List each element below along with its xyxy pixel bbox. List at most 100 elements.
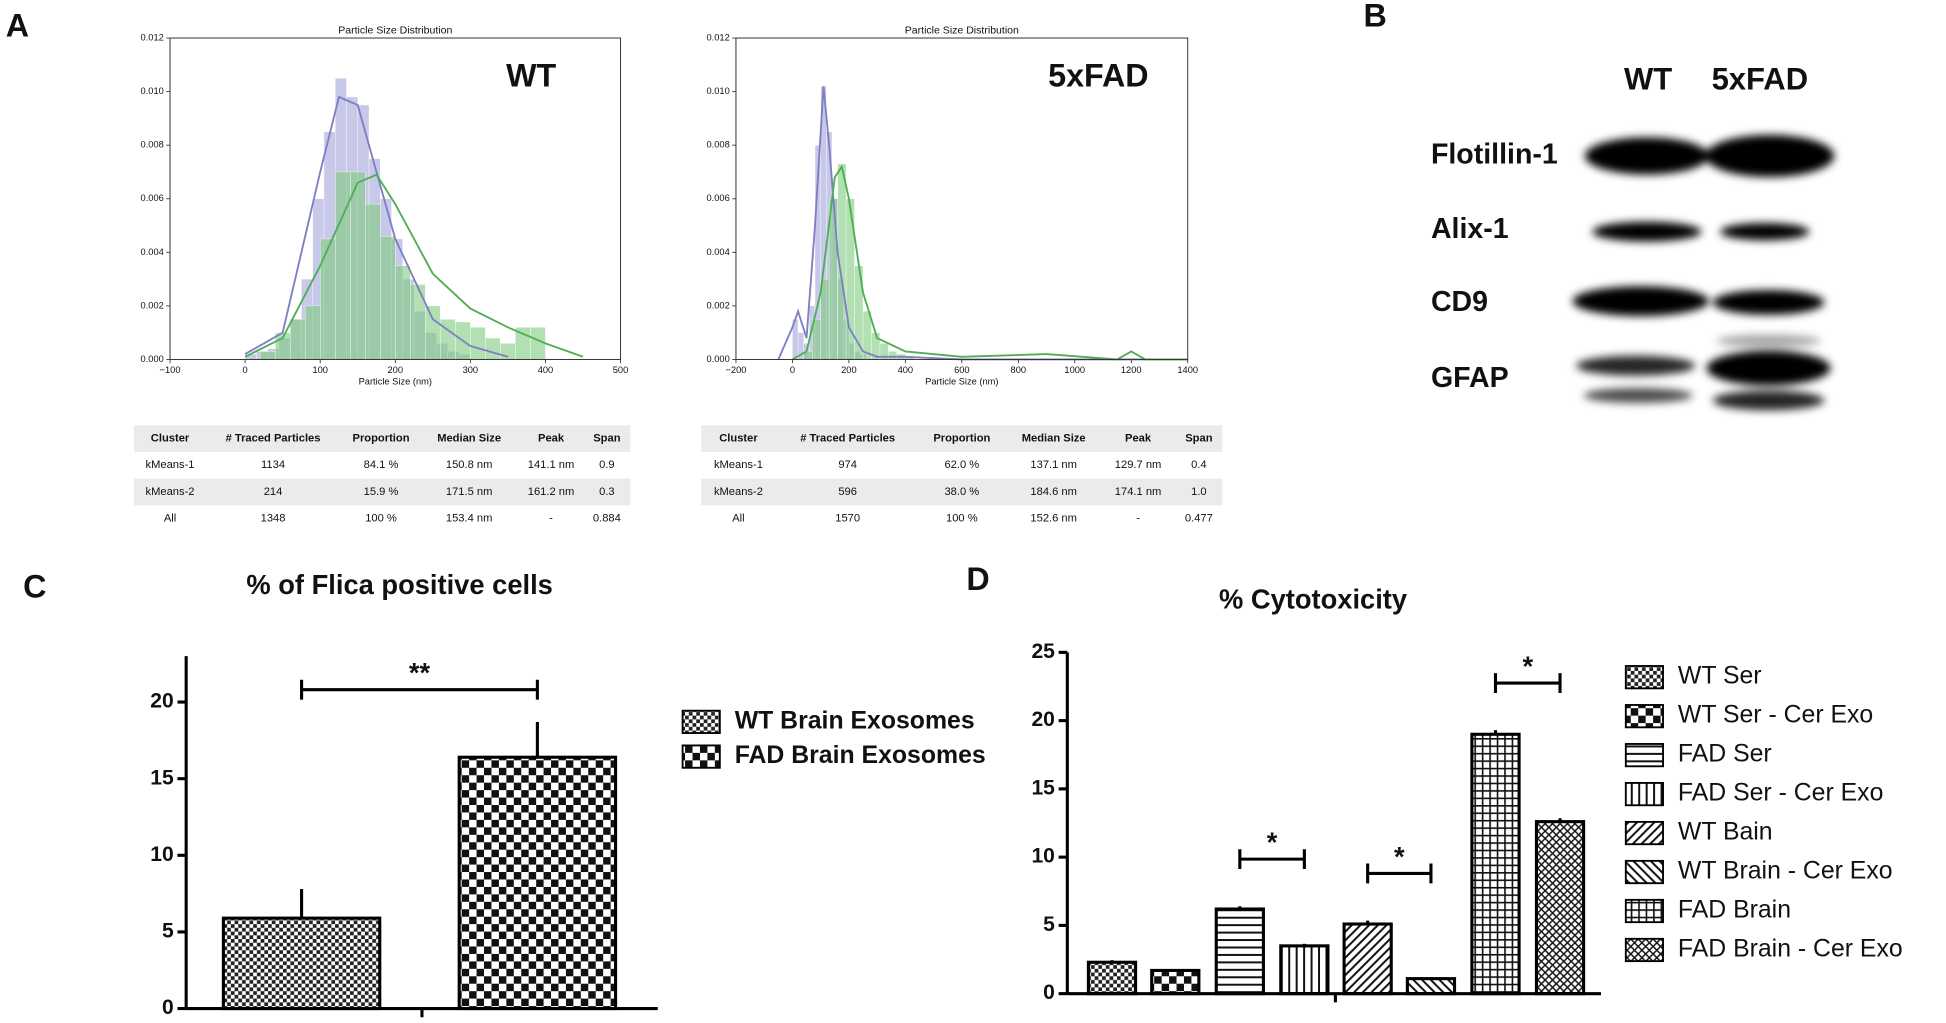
table-cell: 974 [838,459,857,471]
legend-label: FAD Brain - Cer Exo [1678,936,1903,963]
legend-label: WT Ser - Cer Exo [1678,702,1873,729]
table-header: Peak [538,433,565,445]
x-tick-label: 100 [312,365,328,375]
y-tick-label: 10 [1031,845,1054,868]
density-line [777,86,1188,361]
histogram-bar [820,278,830,360]
table-cell: 0.477 [1185,513,1213,525]
significance-bracket [1493,673,1562,693]
chart-title: Particle Size Distribution [905,24,1019,36]
y-tick-label: 0.000 [706,354,729,364]
table-header: # Traced Particles [226,433,321,445]
table-cell: kMeans-1 [714,459,763,471]
density-line [244,173,584,358]
legend-swatch [1624,743,1664,768]
panel-label: B [1363,0,1386,34]
histogram-bar [320,238,336,360]
bar [1279,944,1330,996]
significance-label: * [1522,650,1533,681]
y-tick-label: 20 [150,690,173,713]
table-cell: 161.2 nm [528,486,575,498]
significance-bracket [1366,863,1433,884]
x-axis-label: Particle Size (nm) [925,376,998,386]
x-tick-label: 200 [841,365,857,375]
table-cell: 137.1 nm [1030,459,1077,471]
sample-label: WT [506,57,556,93]
panel-label: C [23,569,46,605]
legend-label: FAD Ser - Cer Exo [1678,780,1883,807]
histogram-bar [828,198,838,360]
table-header: Span [1185,433,1212,445]
legend-swatch [681,709,721,734]
table-cell: All [164,513,176,525]
histogram-bar [289,319,306,360]
density-line [244,95,509,358]
blot-row-label: GFAP [1431,362,1509,394]
histogram-bar [410,284,426,360]
bar [1470,732,1521,996]
table-header: Span [593,433,620,445]
y-tick-label: 20 [1031,708,1054,731]
bar [1405,977,1457,996]
table-row-shade [701,425,1223,452]
table-cell: 15.9 % [364,486,399,498]
y-tick-label: 15 [150,766,174,789]
table-cell: 0.884 [593,513,621,525]
y-tick-label: 0.006 [141,193,164,203]
table-cell: kMeans-2 [146,486,195,498]
legend-swatch [1624,704,1664,729]
legend-label: WT Brain Exosomes [735,707,975,734]
table-cell: - [1136,513,1140,525]
table-cell: 38.0 % [944,486,979,498]
y-tick-label: 0.010 [141,86,164,96]
x-tick-label: 1400 [1177,365,1198,375]
table-header: # Traced Particles [800,433,895,445]
table-cell: All [732,513,744,525]
table-row-shade [701,478,1223,506]
x-tick-label: 0 [790,365,795,375]
x-tick-label: 500 [613,365,629,375]
x-tick-label: 800 [1011,365,1027,375]
y-tick-label: 0 [1043,981,1055,1004]
legend-swatch [1624,859,1664,885]
table-row-shade [134,425,631,452]
table-cell: 1570 [835,513,860,525]
table-header: Peak [1125,433,1152,445]
x-tick-label: 400 [898,365,914,375]
table-cell: 141.1 nm [528,459,575,471]
table-cell: 153.4 nm [446,513,493,525]
y-tick-label: 0.000 [141,354,164,364]
table-cell: 596 [838,486,857,498]
histogram-bar [259,351,276,360]
table-header: Cluster [719,433,758,445]
blot-row-label: Alix-1 [1431,213,1509,245]
histogram-bar [485,337,501,360]
y-tick-label: 5 [1043,913,1055,936]
table-cell: 129.7 nm [1115,459,1162,471]
x-tick-label: 1000 [1064,365,1085,375]
histogram-bar [500,343,516,360]
histogram-bar [888,351,898,360]
blot-row-label: CD9 [1431,286,1488,318]
y-tick-label: 5 [162,920,174,943]
y-tick-label: 0.004 [141,247,164,257]
table-header: Proportion [933,433,990,445]
significance-label: * [1394,841,1405,872]
table-cell: 0.4 [1191,459,1207,471]
legend-label: FAD Brain [1678,897,1791,924]
legend-swatch [681,744,721,769]
x-tick-label: 600 [954,365,970,375]
y-tick-label: 0.004 [706,247,729,257]
histogram-bar [350,171,366,360]
panel-label: A [6,8,29,44]
blot-column-label: 5xFAD [1712,62,1809,97]
table-cell: 1134 [261,459,285,471]
density-line [791,164,1188,361]
chart-title: % of Flica positive cells [246,569,552,600]
y-tick-label: 0.008 [141,140,164,150]
y-tick-label: 0.002 [141,300,164,310]
y-tick-label: 0.012 [141,32,164,42]
significance-label: * [1267,826,1278,857]
